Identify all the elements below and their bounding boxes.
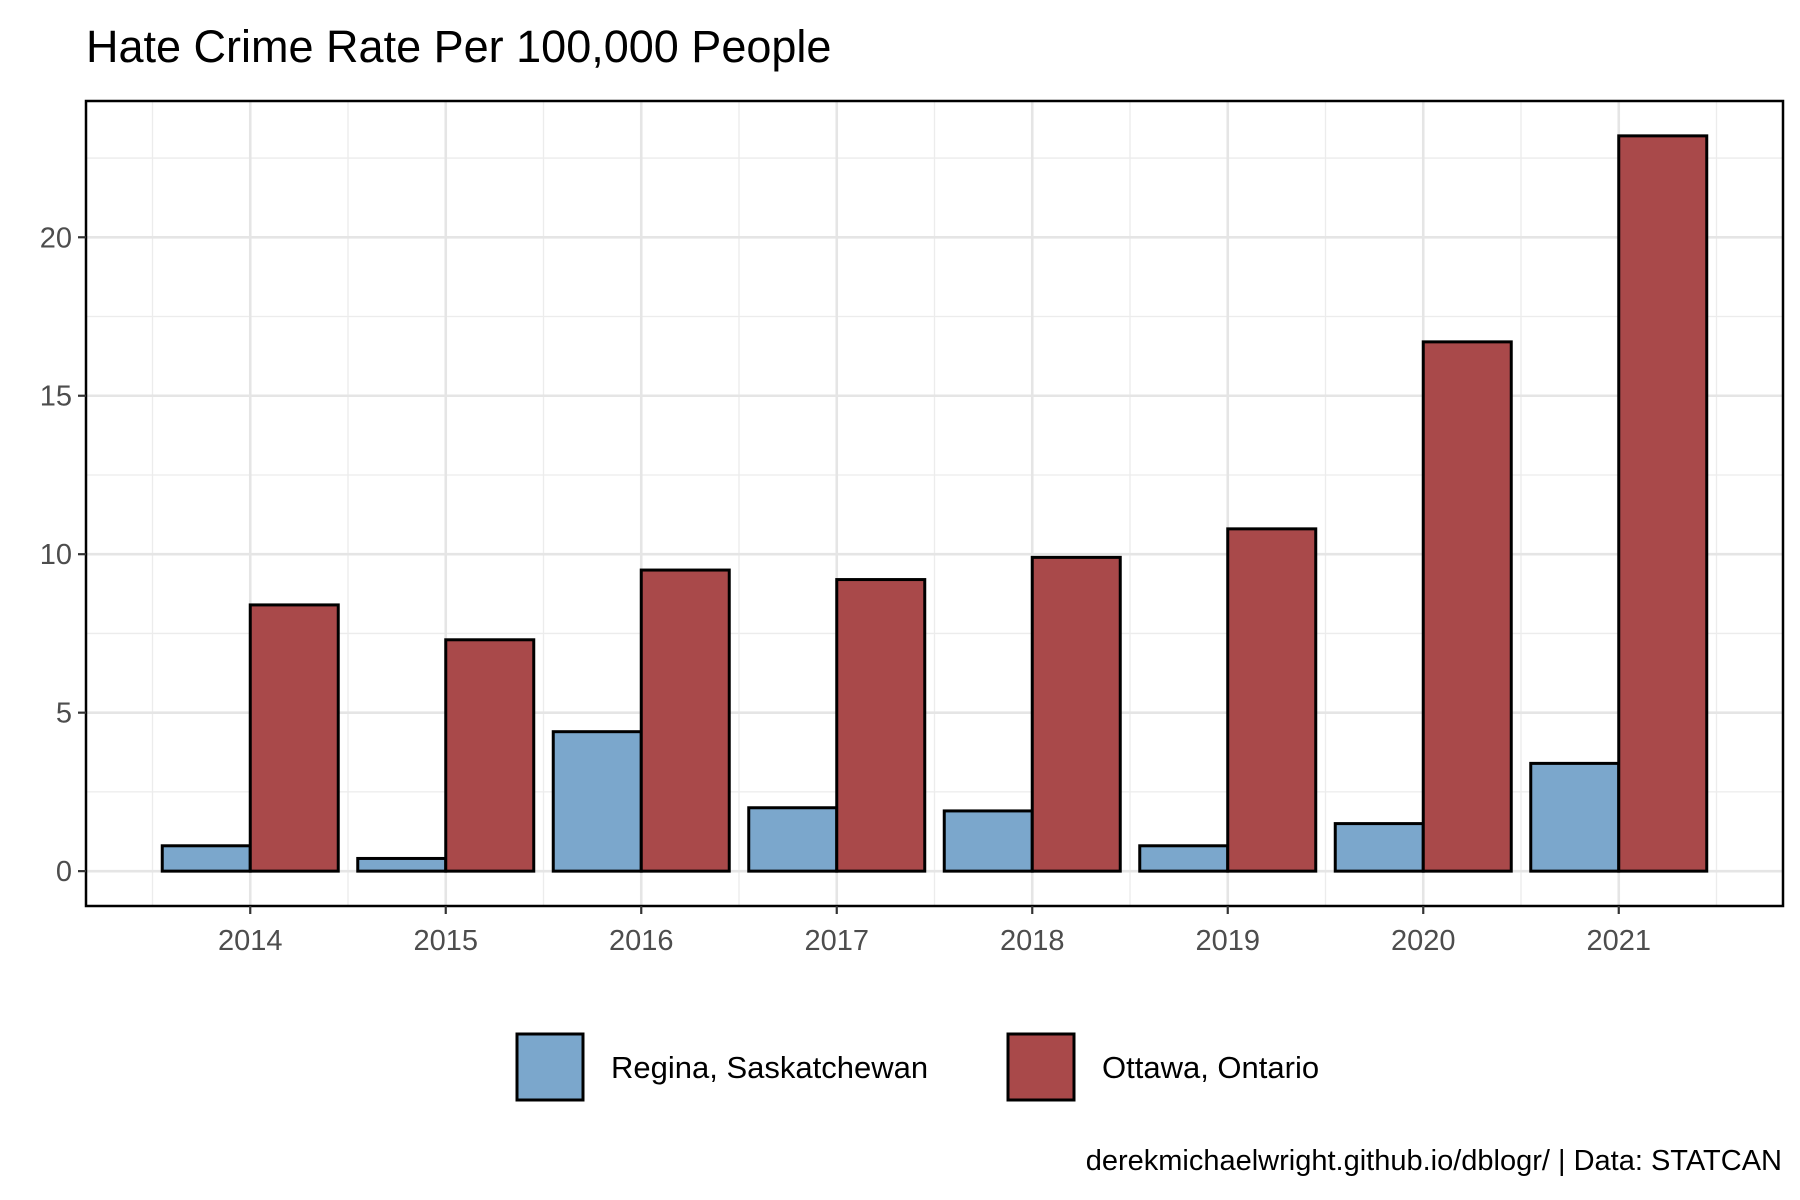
axes: 0 5 10 15 20 2014 2015 2016 2017 2018 2019 2020 2021 (40, 222, 1651, 957)
bar (248, 603, 340, 873)
x-tick-label: 2014 (218, 925, 283, 957)
bar (551, 730, 643, 873)
x-tick-label: 2016 (609, 925, 674, 957)
legend-label: Ottawa, Ontario (1102, 1050, 1319, 1085)
x-tick-label: 2017 (804, 925, 869, 957)
bar (1226, 527, 1318, 873)
bar (356, 856, 448, 873)
x-tick-label: 2021 (1586, 925, 1651, 957)
x-tick-label: 2020 (1391, 925, 1456, 957)
bar (1617, 134, 1709, 873)
bar (444, 638, 536, 873)
bar (1421, 340, 1513, 873)
y-tick-label: 0 (56, 856, 72, 888)
bars (160, 134, 1709, 873)
bar (1138, 844, 1230, 873)
chart-title: Hate Crime Rate Per 100,000 People (86, 21, 831, 72)
y-tick-label: 15 (40, 381, 72, 413)
bar (639, 568, 731, 873)
bar (1529, 761, 1621, 873)
bar (160, 844, 252, 873)
y-tick-label: 10 (40, 539, 72, 571)
bar (1333, 822, 1425, 873)
plot-panel (84, 99, 1785, 908)
legend-key (1006, 1032, 1076, 1102)
y-tick-label: 5 (56, 698, 72, 730)
gridlines (86, 101, 1783, 906)
legend-label: Regina, Saskatchewan (611, 1050, 928, 1085)
bar (942, 809, 1034, 873)
chart-caption: derekmichaelwright.github.io/dblogr/ | D… (1086, 1145, 1782, 1177)
y-tick-label: 20 (40, 222, 72, 254)
x-tick-label: 2015 (413, 925, 478, 957)
bar (747, 806, 839, 873)
legend: Regina, Saskatchewan Ottawa, Ontario (515, 1032, 1319, 1102)
x-tick-label: 2018 (1000, 925, 1065, 957)
bar (1030, 555, 1122, 873)
legend-key (515, 1032, 585, 1102)
bar (835, 578, 927, 873)
x-tick-label: 2019 (1195, 925, 1260, 957)
